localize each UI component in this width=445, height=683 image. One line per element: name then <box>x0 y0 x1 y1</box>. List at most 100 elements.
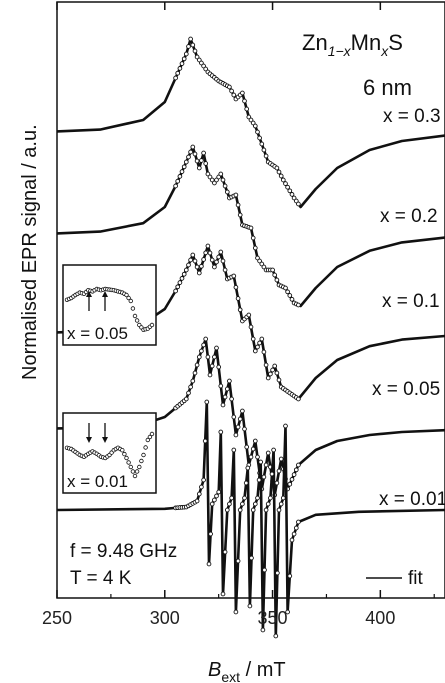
data-point <box>181 56 187 62</box>
data-point <box>265 375 271 381</box>
data-point <box>212 497 217 503</box>
data-point <box>192 151 198 157</box>
data-point <box>192 258 198 264</box>
data-point <box>194 158 200 164</box>
data-point <box>207 372 213 378</box>
inset-point <box>120 448 125 453</box>
inset-point <box>130 469 136 474</box>
data-point <box>256 477 262 483</box>
data-point <box>205 171 211 177</box>
data-point <box>261 264 267 270</box>
data-point <box>255 255 260 261</box>
inset-point <box>132 313 138 319</box>
data-point <box>291 195 297 201</box>
data-point <box>255 344 260 350</box>
data-point <box>242 426 247 432</box>
data-point <box>188 384 193 390</box>
data-point <box>257 135 262 141</box>
data-point <box>201 150 206 156</box>
curves-group: x = 0.3 x = 0.2 x = 0.1 x = 0.05 x = 0.01 <box>56 36 445 639</box>
title-end: S <box>388 30 403 55</box>
data-point <box>196 354 202 360</box>
data-point <box>214 259 219 265</box>
data-point <box>237 212 243 218</box>
data-point <box>259 336 265 342</box>
data-point <box>255 129 260 135</box>
data-point <box>276 468 282 474</box>
data-point <box>268 371 273 377</box>
title-sub1: 1−x <box>328 43 352 59</box>
legend-label: fit <box>408 568 424 589</box>
data-point <box>216 254 222 260</box>
data-point <box>194 362 200 368</box>
data-point <box>246 312 252 318</box>
data-point <box>173 183 178 189</box>
data-point <box>179 169 185 174</box>
data-point <box>296 462 301 468</box>
data-point <box>248 454 254 460</box>
inset-point <box>124 455 129 461</box>
data-point <box>263 153 269 159</box>
data-point <box>245 465 251 471</box>
x-tick-label: 400 <box>365 608 395 628</box>
data-point <box>272 272 278 278</box>
data-point <box>270 267 275 273</box>
data-point <box>296 302 301 308</box>
data-point <box>242 98 247 104</box>
data-point <box>261 474 267 480</box>
data-point <box>233 609 239 615</box>
data-point <box>289 477 295 482</box>
data-point <box>203 336 209 342</box>
data-point <box>199 263 204 269</box>
data-point <box>274 480 280 486</box>
data-point <box>192 370 198 376</box>
data-point <box>214 493 219 499</box>
data-point <box>224 386 230 392</box>
data-point <box>186 390 191 396</box>
data-point <box>224 189 230 195</box>
x-axis-label-main: B <box>208 659 221 681</box>
data-point <box>218 383 224 389</box>
data-point <box>190 42 196 48</box>
data-point <box>196 165 202 171</box>
data-point <box>293 467 299 473</box>
data-point <box>263 462 269 468</box>
inset-0: x = 0.05 <box>62 264 157 346</box>
data-point <box>289 192 295 197</box>
inset-point <box>130 306 136 311</box>
inset-point <box>134 469 140 474</box>
fit-line <box>56 145 445 308</box>
data-point <box>175 178 181 184</box>
data-point <box>240 408 245 414</box>
data-point <box>196 57 202 63</box>
data-point <box>262 567 267 573</box>
data-point <box>252 438 258 444</box>
data-point <box>248 324 254 330</box>
data-point <box>246 114 252 120</box>
y-axis-label: Normalised EPR signal / a.u. <box>19 124 41 380</box>
data-point <box>250 336 256 342</box>
data-point <box>199 60 204 66</box>
data-point <box>202 438 208 444</box>
temperature-label: T = 4 K <box>70 568 132 589</box>
data-point <box>235 202 241 208</box>
data-point <box>222 183 228 189</box>
data-point <box>194 498 200 504</box>
inset-point <box>149 322 155 328</box>
data-point <box>280 177 286 183</box>
data-point <box>186 44 191 49</box>
data-point <box>177 280 183 285</box>
data-point <box>183 267 189 273</box>
data-point <box>270 367 275 373</box>
inset-point <box>147 434 153 440</box>
data-point <box>296 396 301 402</box>
data-point <box>233 192 239 198</box>
data-point <box>283 181 288 186</box>
data-point <box>287 573 293 579</box>
data-point <box>283 423 288 429</box>
data-point <box>250 507 256 513</box>
data-point <box>216 174 222 180</box>
inset-point <box>139 458 144 464</box>
title: Zn1−xMnxS 6 nm <box>302 30 412 100</box>
